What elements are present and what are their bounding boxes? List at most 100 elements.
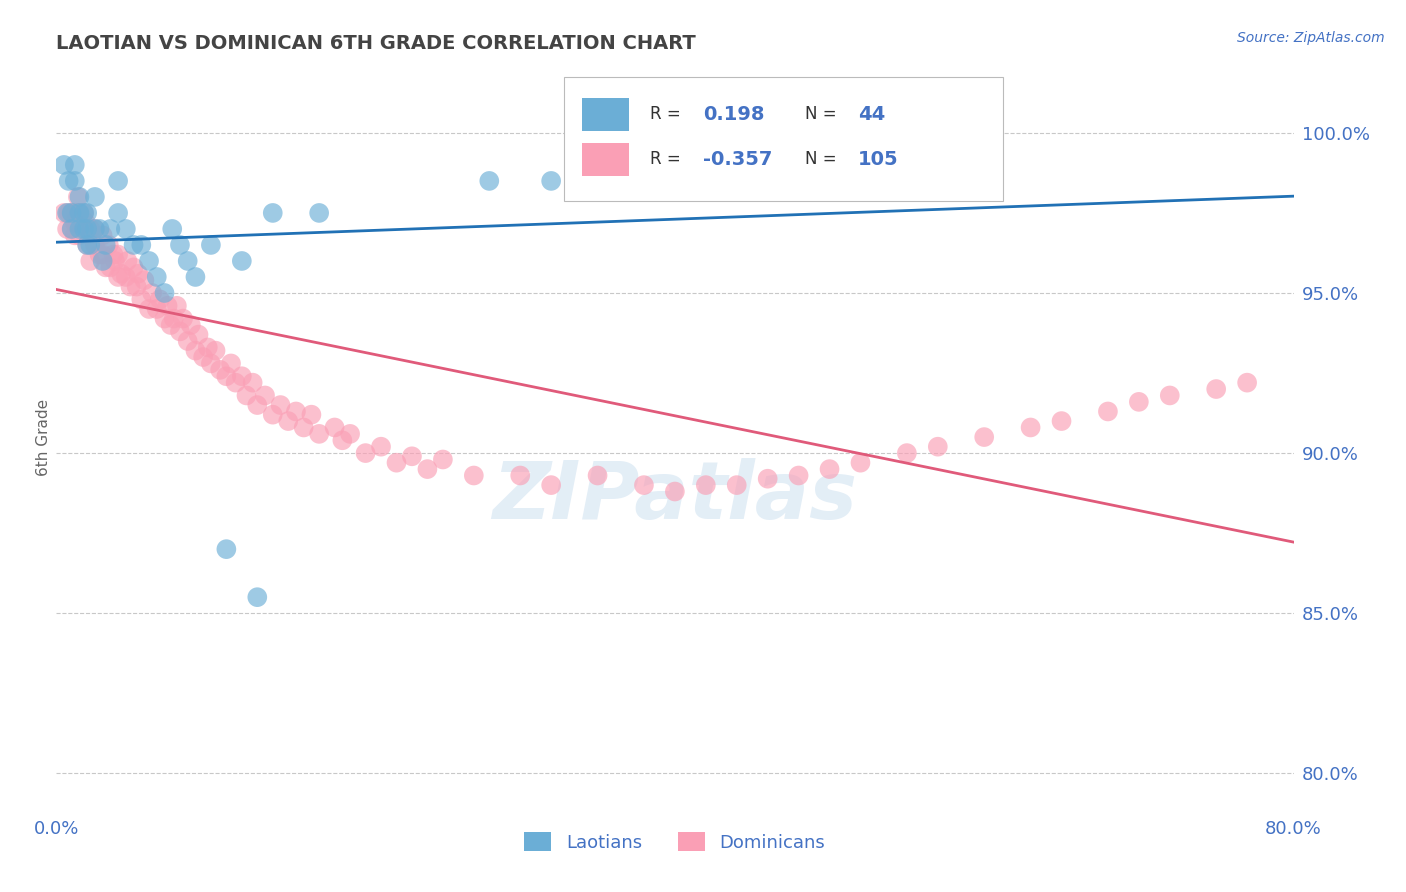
Point — [664, 484, 686, 499]
Point — [117, 254, 139, 268]
Point — [463, 468, 485, 483]
Point — [385, 456, 408, 470]
Text: R =: R = — [650, 150, 686, 168]
Point — [242, 376, 264, 390]
Point — [540, 174, 562, 188]
Point — [91, 228, 114, 243]
Text: 44: 44 — [858, 104, 886, 124]
Point — [172, 311, 194, 326]
Point — [262, 206, 284, 220]
Point — [787, 468, 810, 483]
Point — [1050, 414, 1073, 428]
Point — [76, 206, 98, 220]
Point — [401, 450, 423, 464]
Point — [149, 293, 172, 307]
Point — [200, 356, 222, 370]
Point — [416, 462, 439, 476]
Text: ZIPatlas: ZIPatlas — [492, 458, 858, 536]
Point — [231, 369, 253, 384]
Point — [120, 279, 142, 293]
Point — [284, 404, 307, 418]
Point — [66, 190, 89, 204]
Point — [53, 206, 76, 220]
Point — [1205, 382, 1227, 396]
Point — [63, 215, 86, 229]
Point — [114, 222, 138, 236]
Point — [197, 340, 219, 354]
Point — [73, 222, 96, 236]
Point — [91, 254, 114, 268]
Point — [91, 247, 114, 261]
Point — [84, 222, 107, 236]
Point — [184, 343, 207, 358]
Point — [94, 238, 117, 252]
Point — [141, 285, 163, 300]
Point — [710, 158, 733, 172]
Point — [67, 222, 90, 236]
FancyBboxPatch shape — [582, 97, 628, 131]
Point — [60, 222, 83, 236]
Point — [60, 206, 83, 220]
Point — [98, 222, 122, 236]
Point — [134, 273, 156, 287]
Point — [67, 206, 90, 220]
Point — [107, 247, 129, 261]
Text: N =: N = — [804, 150, 842, 168]
Point — [509, 468, 531, 483]
Point — [67, 190, 90, 204]
Point — [332, 434, 354, 448]
Point — [156, 299, 179, 313]
Point — [138, 301, 160, 316]
Point — [204, 343, 226, 358]
Text: 105: 105 — [858, 150, 898, 169]
Point — [153, 285, 176, 300]
Point — [253, 388, 276, 402]
Point — [73, 206, 96, 220]
Point — [127, 267, 149, 281]
Point — [84, 222, 107, 236]
Point — [122, 238, 145, 252]
Point — [200, 238, 222, 252]
FancyBboxPatch shape — [582, 143, 628, 177]
Point — [301, 408, 323, 422]
Point — [53, 158, 76, 172]
Point — [58, 174, 80, 188]
Point — [1097, 404, 1119, 418]
Point — [84, 190, 107, 204]
Point — [98, 260, 122, 275]
Point — [1236, 376, 1258, 390]
Point — [163, 311, 186, 326]
FancyBboxPatch shape — [564, 78, 1002, 201]
Point — [1019, 420, 1042, 434]
Point — [225, 376, 247, 390]
Point — [184, 270, 207, 285]
Point — [323, 420, 346, 434]
Point — [56, 206, 79, 220]
Point — [146, 270, 169, 285]
Point — [269, 398, 292, 412]
Point — [129, 238, 153, 252]
Point — [60, 206, 83, 220]
Point — [84, 238, 107, 252]
Point — [586, 468, 609, 483]
Point — [138, 254, 160, 268]
Point — [60, 222, 83, 236]
Point — [432, 452, 454, 467]
Point — [246, 590, 269, 604]
Point — [76, 238, 98, 252]
Point — [540, 478, 562, 492]
Point — [65, 206, 87, 220]
Point — [169, 325, 191, 339]
Point — [339, 426, 361, 441]
Point — [107, 206, 129, 220]
Y-axis label: 6th Grade: 6th Grade — [35, 399, 51, 475]
Point — [262, 408, 284, 422]
Point — [114, 270, 138, 285]
Text: R =: R = — [650, 105, 686, 123]
Point — [160, 222, 183, 236]
Point — [122, 260, 145, 275]
Text: LAOTIAN VS DOMINICAN 6TH GRADE CORRELATION CHART: LAOTIAN VS DOMINICAN 6TH GRADE CORRELATI… — [56, 34, 696, 53]
Point — [153, 311, 176, 326]
Point — [107, 270, 129, 285]
Point — [1159, 388, 1181, 402]
